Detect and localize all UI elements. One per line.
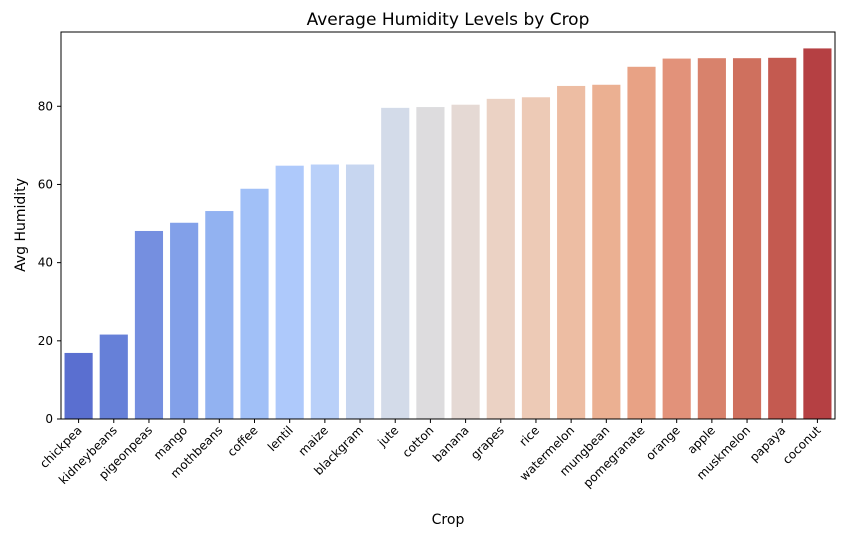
bar-kidneybeans: [99, 334, 128, 419]
bar-cotton: [416, 107, 445, 420]
bar-papaya: [768, 57, 797, 420]
bar-maize: [310, 164, 339, 419]
y-tick-label: 20: [38, 334, 53, 348]
bar-chickpea: [64, 352, 93, 419]
y-axis-label: Avg Humidity: [13, 178, 29, 272]
x-tick-label-apple: apple: [685, 423, 718, 456]
bar-apple: [697, 58, 726, 419]
x-tick-label-jute: jute: [374, 423, 401, 450]
x-tick-label-rice: rice: [516, 423, 542, 449]
bar-lentil: [275, 165, 304, 419]
plot-frame: [60, 31, 836, 420]
x-axis-label: Crop: [432, 512, 465, 528]
x-tick-label-coffee: coffee: [225, 423, 261, 459]
x-tick-label-banana: banana: [430, 423, 472, 465]
y-axis-ticks: 0 20 40 60 80: [38, 99, 61, 426]
bar-blackgram: [345, 164, 375, 419]
bar-grapes: [486, 98, 515, 419]
bar-banana: [451, 104, 480, 420]
bar-mungbean: [592, 84, 621, 420]
bar-coconut: [803, 48, 832, 420]
chart-title: Average Humidity Levels by Crop: [307, 10, 590, 30]
bar-coffee: [240, 188, 269, 419]
y-tick-label: 0: [45, 412, 53, 426]
bar-watermelon: [557, 85, 586, 419]
bar-pigeonpeas: [134, 230, 164, 419]
y-tick-label: 60: [38, 177, 53, 191]
x-axis-ticks: chickpeakidneybeanspigeonpeasmangomothbe…: [37, 419, 824, 490]
bar-pomegranate: [627, 66, 656, 419]
y-tick-label: 40: [38, 256, 53, 270]
bar-jute: [381, 107, 410, 419]
x-tick-label-grapes: grapes: [468, 423, 507, 462]
x-tick-label-coconut: coconut: [780, 423, 824, 467]
x-tick-label-lentil: lentil: [265, 423, 296, 454]
bar-orange: [662, 58, 691, 419]
bar-mothbeans: [205, 211, 234, 419]
bars-group: [64, 48, 832, 420]
bar-muskmelon: [732, 58, 762, 419]
bar-mango: [170, 222, 199, 419]
x-tick-label-orange: orange: [643, 423, 683, 463]
x-tick-label-pomegranate: pomegranate: [580, 423, 647, 490]
bar-rice: [521, 97, 551, 419]
y-tick-label: 80: [38, 99, 53, 113]
